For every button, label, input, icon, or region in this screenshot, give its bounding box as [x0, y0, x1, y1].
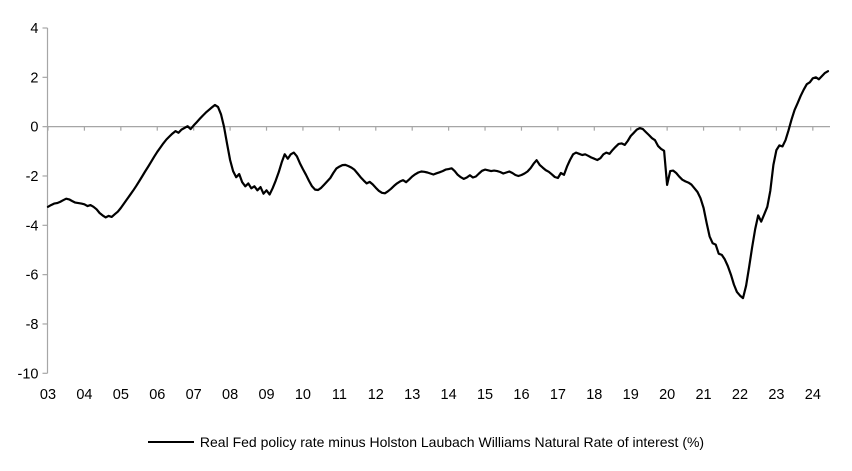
x-tick-label: 05 — [113, 387, 129, 403]
y-tick-label: 4 — [30, 21, 38, 37]
y-tick-label: -8 — [26, 317, 39, 333]
y-tick-label: -4 — [26, 218, 39, 234]
series-line — [46, 70, 830, 300]
y-tick-label: 2 — [30, 70, 38, 86]
x-tick-label: 14 — [441, 387, 457, 403]
x-tick-label: 09 — [258, 387, 274, 403]
x-tick-label: 17 — [550, 387, 566, 403]
x-tick-label: 24 — [805, 387, 821, 403]
x-tick-label: 06 — [149, 387, 165, 403]
x-tick-label: 07 — [186, 387, 202, 403]
y-tick-label: 0 — [30, 120, 38, 136]
y-tick-label: -10 — [18, 366, 39, 382]
x-tick-label: 11 — [332, 387, 347, 403]
legend-series-label: Real Fed policy rate minus Holston Lauba… — [199, 434, 705, 450]
chart-legend: Real Fed policy rate minus Holston Lauba… — [0, 430, 852, 454]
y-tick-label: -2 — [26, 169, 39, 185]
x-tick-label: 23 — [768, 387, 784, 403]
x-tick-label: 22 — [732, 387, 748, 403]
x-tick-label: 08 — [222, 387, 238, 403]
x-tick-label: 20 — [659, 387, 675, 403]
x-tick-label: 13 — [404, 387, 420, 403]
y-tick-label: -6 — [26, 268, 39, 284]
x-tick-label: 12 — [368, 387, 384, 403]
x-tick-label: 19 — [623, 387, 639, 403]
x-tick-label: 21 — [695, 387, 711, 403]
x-tick-label: 03 — [40, 387, 56, 403]
x-tick-label: 18 — [586, 387, 602, 403]
x-tick-label: 16 — [513, 387, 529, 403]
legend-line-swatch — [147, 441, 194, 443]
x-tick-label: 15 — [477, 387, 493, 403]
x-tick-label: 10 — [295, 387, 311, 403]
x-tick-label: 04 — [76, 387, 92, 403]
